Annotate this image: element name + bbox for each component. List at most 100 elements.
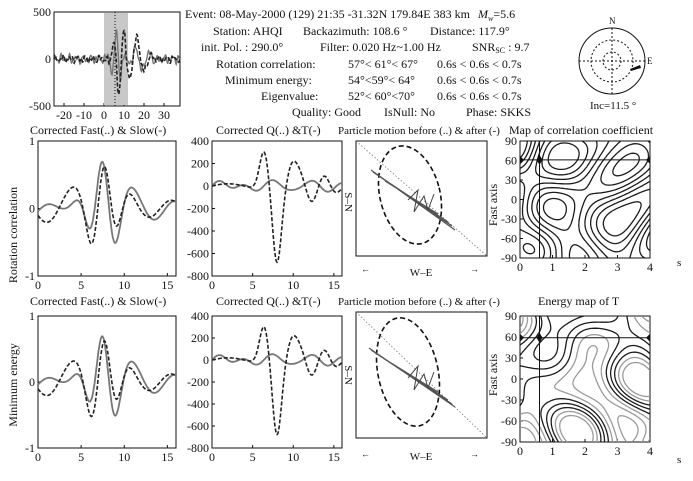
pm1-w-arrow: ← <box>361 264 370 274</box>
eigenvalue-label: Eigenvalue: <box>261 89 318 103</box>
qt1-t-trace <box>211 179 343 193</box>
waveform-ytick-label: 500 <box>33 5 51 19</box>
fs1-xtick-label: 0 <box>35 278 41 292</box>
eigenvalue-value: 52°< 60°<70° <box>348 89 415 103</box>
incidence-label: Inc=11.5 ° <box>590 100 636 112</box>
map1-ytick-label: -90 <box>501 251 517 265</box>
waveform-xtick-label: 20 <box>138 108 150 122</box>
map2-contour-level <box>520 316 650 442</box>
fs2-xtick-label: 5 <box>78 450 84 464</box>
rotation-corr-value: 57°< 61°< 67° <box>348 57 418 71</box>
pm2-we-label: W–E <box>410 451 433 463</box>
eigenvalue-time: 0.6s < 0.6s < 0.7s <box>437 89 522 103</box>
pm1-sn-label: S–N <box>342 192 354 212</box>
map2-ytick-label: 90 <box>505 309 517 323</box>
qt2-ytick-label: -400 <box>187 397 209 411</box>
station-label: Station: AHQI <box>213 24 283 38</box>
ylabel-fast-axis-2: Fast axis <box>486 354 500 397</box>
fs2-xtick-label: 0 <box>35 450 41 464</box>
fs1-xtick-label: 10 <box>118 278 130 292</box>
title-map-row1: Map of correlation coefficient <box>509 123 654 137</box>
pm2-w-arrow: ← <box>361 449 370 459</box>
map2-ytick-label: 0 <box>511 372 517 386</box>
pm1-we-label: W–E <box>410 267 433 279</box>
map2-xtick-label: 4 <box>647 444 653 458</box>
qt2-xtick-label: 10 <box>287 450 299 464</box>
map1-best-marker <box>536 154 543 165</box>
event-line: Event: 08-May-2000 (129) 21:35 -31.32N 1… <box>185 7 515 23</box>
pm2-e-arrow: → <box>470 449 479 459</box>
map2-xtick-label: 3 <box>615 444 621 458</box>
fs1-ytick-label: -1 <box>25 269 35 283</box>
map1-ytick-label: 0 <box>511 193 517 207</box>
fs1-xtick-label: 15 <box>161 278 173 292</box>
title-map-row2: Energy map of T <box>538 294 620 308</box>
waveform-ytick-label: 0 <box>45 52 51 66</box>
map2-contours <box>520 316 650 442</box>
waveform-xtick-label: -10 <box>76 108 92 122</box>
qt1-ytick-label: 200 <box>191 157 209 171</box>
min-energy-label: Minimum energy: <box>225 73 312 87</box>
fs2-xtick-label: 15 <box>161 450 173 464</box>
waveform-xtick-label: 10 <box>118 108 130 122</box>
waveform-xtick-label: 30 <box>158 108 170 122</box>
snr-label: SNRSC : 9.7 <box>472 40 529 55</box>
map2-contour-level <box>520 316 650 442</box>
rotation-corr-label: Rotation correlation: <box>216 57 316 71</box>
waveform-xtick-label: -20 <box>56 108 72 122</box>
pm2-after-noise <box>407 364 435 391</box>
map1-ytick-label: 60 <box>505 154 517 168</box>
xlabel-seconds-1: s <box>677 257 681 269</box>
stereonet-ray-marker <box>630 65 641 71</box>
map2-best-marker <box>536 332 543 343</box>
fs2-fast-trace <box>37 340 177 418</box>
pm1-fast-direction-line <box>355 140 488 257</box>
qt2-ytick-label: 200 <box>191 331 209 345</box>
map2-contour-level <box>533 316 650 442</box>
qt1-frame <box>211 140 343 277</box>
qt2-t-trace <box>211 353 342 367</box>
qt1-axes: 0 5 10 15 -800 -600 -400 -200 0 200 400 <box>187 134 343 292</box>
fs1-axes: 0 5 10 15-101 <box>25 134 177 292</box>
map1-xtick-label: 1 <box>550 260 556 274</box>
map1-ytick-label: 90 <box>505 134 517 148</box>
pm2-fast-direction-line <box>355 311 488 439</box>
pm2-sn-label: S–N <box>342 365 354 385</box>
fs2-ytick-label: 1 <box>29 309 35 323</box>
waveform-ytick-label: -500 <box>29 99 51 113</box>
ylabel-rotation-correlation: Rotation correlation <box>6 187 20 283</box>
map2-ytick-label: 60 <box>505 330 517 344</box>
pm1-after-noise <box>407 188 435 213</box>
title-fs-row1: Corrected Fast(..) & Slow(-) <box>30 123 166 137</box>
ylabel-fast-axis-1: Fast axis <box>486 184 500 227</box>
qt1-xtick-label: 0 <box>209 278 215 292</box>
map2-contour-level <box>554 356 650 442</box>
distance-label: Distance: 117.9° <box>430 24 510 38</box>
fs1-xtick-label: 5 <box>78 278 84 292</box>
qt2-xtick-label: 0 <box>209 450 215 464</box>
waveform-trace-q <box>53 29 181 96</box>
qt1-ytick-label: 0 <box>203 179 209 193</box>
qt2-ytick-label: 400 <box>191 309 209 323</box>
qt2-xtick-label: 15 <box>328 450 340 464</box>
stereonet: N E Inc=11.5 ° <box>578 16 653 112</box>
map1-contour-level <box>520 141 650 258</box>
title-qt-row2: Corrected Q(..) &T(-) <box>216 294 321 308</box>
map2-phi-edge-marker <box>646 333 650 342</box>
qt2-xtick-label: 5 <box>250 450 256 464</box>
min-energy-value: 54°<59°< 64° <box>348 73 415 87</box>
map1-ytick-label: -60 <box>501 232 517 246</box>
backazimuth-label: Backazimuth: 108.6 ° <box>303 24 408 38</box>
qt2-axes: 0 5 10 15 -800 -600 -400 -200 0 200 400 <box>187 309 343 464</box>
title-fs-row2: Corrected Fast(..) & Slow(-) <box>30 294 166 308</box>
qt1-ytick-label: 400 <box>191 134 209 148</box>
pm1-frame <box>355 140 488 257</box>
panel-titles: Corrected Fast(..) & Slow(-) Corrected Q… <box>30 123 654 308</box>
qt2-ytick-label: -800 <box>187 441 209 455</box>
map2-ytick-label: 30 <box>505 351 517 365</box>
map1-xtick-label: 4 <box>647 260 653 274</box>
rotation-corr-time: 0.6s < 0.6s < 0.7s <box>437 57 522 71</box>
qt1-xtick-label: 10 <box>287 278 299 292</box>
qt1-ytick-label: -800 <box>187 269 209 283</box>
qt1-ytick-label: -600 <box>187 247 209 261</box>
